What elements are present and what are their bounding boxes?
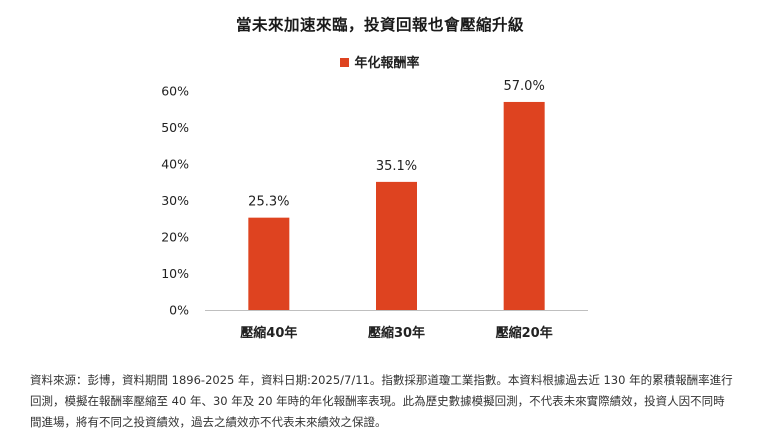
- legend-swatch: [340, 58, 350, 67]
- y-tick-label: 40%: [161, 157, 189, 172]
- bar: [248, 217, 290, 310]
- chart-title: 當未來加速來臨，投資回報也會壓縮升級: [235, 16, 524, 34]
- x-tick-label: 壓縮30年: [368, 325, 425, 341]
- legend: 年化報酬率: [0, 52, 760, 71]
- y-tick-label: 30%: [161, 193, 189, 208]
- legend-label: 年化報酬率: [354, 56, 420, 71]
- y-tick-label: 60%: [161, 84, 189, 99]
- x-tick-label: 壓縮20年: [496, 325, 553, 341]
- bar: [376, 181, 417, 310]
- y-tick-label: 10%: [161, 266, 189, 281]
- y-tick-label: 20%: [161, 230, 189, 245]
- y-tick-label: 0%: [169, 303, 189, 318]
- data-label: 35.1%: [376, 159, 417, 174]
- bar: [503, 101, 545, 310]
- y-tick-label: 50%: [161, 120, 189, 135]
- x-tick-label: 壓縮40年: [240, 325, 297, 341]
- source-note: 資料來源：彭博，資料期間 1896-2025 年，資料日期:2025/7/11。…: [30, 373, 733, 429]
- bar-chart: 0% 10% 20% 30% 40% 50% 60% 25.3% 壓縮40年 35.1% 壓縮30年…: [161, 79, 588, 341]
- data-label: 25.3%: [248, 195, 289, 210]
- data-label: 57.0%: [504, 79, 545, 94]
